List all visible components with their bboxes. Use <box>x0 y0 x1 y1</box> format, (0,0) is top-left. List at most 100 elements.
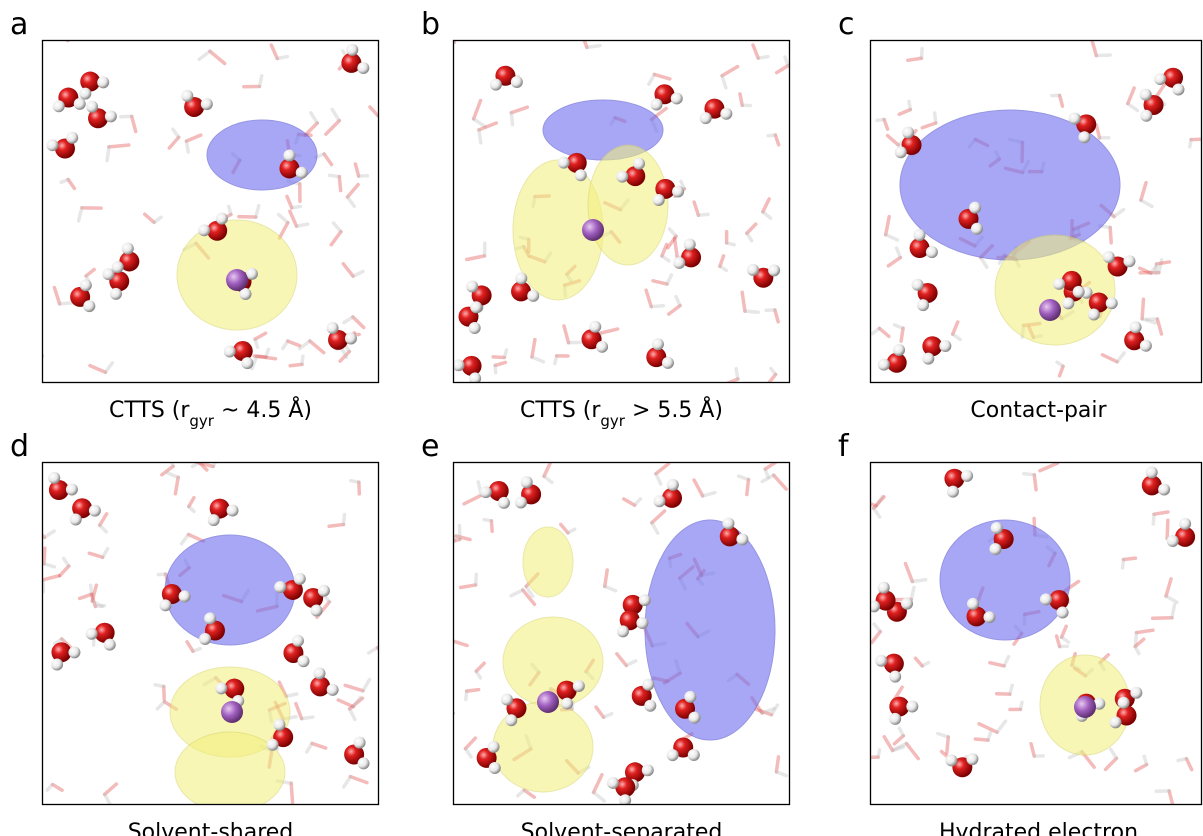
water-stick <box>105 784 117 794</box>
hydrogen <box>1146 466 1158 478</box>
orbital-blue <box>207 120 317 190</box>
water-stick <box>290 211 297 226</box>
water-stick <box>938 733 949 736</box>
hydrogen <box>466 281 478 293</box>
hydrogen <box>991 522 1003 534</box>
hydrogen <box>313 667 325 679</box>
water-stick <box>441 539 460 544</box>
hydrogen <box>672 186 684 198</box>
oxygen <box>224 679 244 699</box>
water-stick <box>353 317 364 328</box>
water-stick <box>43 576 59 580</box>
water-stick <box>464 495 481 504</box>
ion <box>582 219 604 241</box>
hydrogen <box>296 167 308 179</box>
water-stick <box>555 356 557 364</box>
water-stick <box>1114 210 1124 217</box>
hydrogen <box>521 476 533 488</box>
water-stick <box>291 783 292 803</box>
water-stick <box>61 180 68 183</box>
water-stick <box>1102 355 1117 362</box>
hydrogen <box>488 741 500 753</box>
hydrogen <box>480 486 492 498</box>
water-stick <box>1091 37 1096 56</box>
water-stick <box>1128 88 1134 104</box>
water-stick <box>771 369 776 375</box>
hydrogen <box>573 680 585 692</box>
water-stick <box>89 553 102 557</box>
hydrogen <box>917 299 929 311</box>
hydrogen <box>616 171 628 183</box>
water-stick <box>44 564 54 567</box>
water-stick <box>182 535 189 544</box>
hydrogen <box>74 98 86 110</box>
hydrogen <box>66 483 78 495</box>
water-stick <box>80 594 92 598</box>
caption-part: Contact-pair <box>970 398 1107 423</box>
water-stick <box>774 475 786 489</box>
panel-content <box>445 30 788 385</box>
hydrogen <box>199 633 211 645</box>
hydrogen <box>667 749 679 761</box>
water-stick <box>1186 759 1191 770</box>
hydrogen <box>617 625 629 637</box>
hydrogen <box>671 92 683 104</box>
water-stick <box>60 303 72 304</box>
oxygen <box>889 697 909 717</box>
hydrogen <box>86 628 98 640</box>
oxygen <box>625 166 645 186</box>
water-stick <box>742 292 745 311</box>
water-stick <box>484 520 491 521</box>
water-stick <box>600 329 617 333</box>
hydrogen <box>1053 278 1065 290</box>
hydrogen <box>1130 321 1142 333</box>
water-stick <box>895 325 903 328</box>
hydrogen <box>89 505 101 517</box>
water-stick <box>1154 512 1168 514</box>
hydrogen <box>967 598 979 610</box>
water-stick <box>329 525 343 527</box>
hydrogen <box>983 611 995 623</box>
water-stick <box>279 215 288 223</box>
water-stick <box>504 350 506 358</box>
water-stick <box>347 185 358 197</box>
ion <box>537 691 559 713</box>
water-stick <box>703 493 715 496</box>
water-stick <box>544 476 552 482</box>
water-stick <box>888 258 900 266</box>
water-stick <box>617 654 626 666</box>
water-stick <box>1128 104 1138 111</box>
water-stick <box>39 356 42 368</box>
oxygen <box>720 526 740 546</box>
water-stick <box>935 113 936 123</box>
water-stick <box>745 311 758 312</box>
water-stick <box>229 206 231 214</box>
water-stick <box>646 290 651 307</box>
oxygen <box>922 336 942 356</box>
hydrogen <box>596 341 608 353</box>
caption-part: Hydrated electron <box>939 820 1138 836</box>
water-stick <box>675 238 678 257</box>
hydrogen <box>558 157 570 169</box>
water-stick <box>1057 362 1063 366</box>
water-stick <box>292 206 301 207</box>
orbital-yellow <box>523 527 573 597</box>
water-stick <box>997 721 1006 732</box>
water-stick <box>474 119 485 127</box>
hydrogen <box>906 701 918 713</box>
water-stick <box>347 197 354 206</box>
water-stick <box>594 792 605 801</box>
hydrogen <box>662 357 674 369</box>
water-stick <box>186 141 188 152</box>
water-stick <box>626 661 635 666</box>
water-stick <box>1123 560 1124 568</box>
hydrogen <box>1106 297 1118 309</box>
water-stick <box>785 57 788 66</box>
panel-content <box>872 37 1201 376</box>
hydrogen <box>208 514 220 526</box>
water-stick <box>290 364 302 365</box>
water-stick <box>213 455 219 466</box>
caption-part: gyr <box>189 412 214 430</box>
water-stick <box>344 777 351 787</box>
water-stick <box>899 110 910 115</box>
